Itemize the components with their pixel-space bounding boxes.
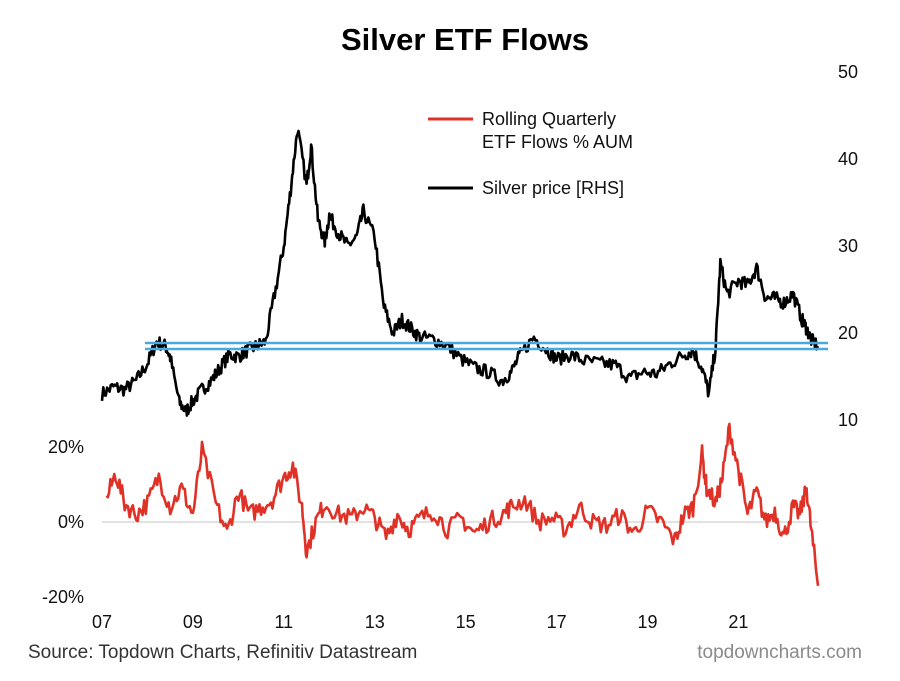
- x-tick-label: 09: [183, 612, 203, 632]
- series-line-silver-price: [100, 129, 820, 417]
- series-line-etf-flows: [105, 422, 820, 586]
- legend-label-price: Silver price [RHS]: [482, 178, 624, 198]
- reference-band: [145, 341, 828, 351]
- x-tick-label: 11: [274, 612, 293, 632]
- right-axis-tick-label: 40: [838, 149, 858, 169]
- right-axis-tick-label: 50: [838, 62, 858, 82]
- right-axis-tick-label: 20: [838, 323, 858, 343]
- source-note: Source: Topdown Charts, Refinitiv Datast…: [28, 642, 418, 663]
- legend-label-flows-line1: Rolling Quarterly: [482, 109, 616, 129]
- left-axis-tick-label: -20%: [42, 587, 84, 607]
- x-tick-label: 21: [728, 612, 748, 632]
- left-axis-ticks: 20% 0% -20%: [42, 437, 84, 607]
- right-axis-tick-label: 30: [838, 236, 858, 256]
- x-tick-label: 17: [547, 612, 567, 632]
- x-tick-label: 19: [638, 612, 658, 632]
- right-axis-ticks: 50 40 30 20 10: [838, 62, 858, 430]
- silver-etf-flows-chart: Silver ETF Flows 07 09 11 13 15 17 19 21 20% 0% -…: [42, 22, 858, 632]
- legend-label-flows-line2: ETF Flows % AUM: [482, 132, 633, 152]
- x-tick-label: 15: [456, 612, 476, 632]
- brand-watermark: topdowncharts.com: [697, 642, 862, 663]
- left-axis-tick-label: 20%: [48, 437, 84, 457]
- right-axis-tick-label: 10: [838, 410, 858, 430]
- legend: Rolling Quarterly ETF Flows % AUM Silver…: [428, 109, 633, 198]
- x-tick-label: 07: [92, 612, 112, 632]
- left-axis-tick-label: 0%: [58, 512, 84, 532]
- x-axis-ticks: 07 09 11 13 15 17 19 21: [92, 612, 748, 632]
- series-lines: [100, 129, 820, 586]
- x-tick-label: 13: [365, 612, 385, 632]
- chart-title: Silver ETF Flows: [341, 22, 589, 57]
